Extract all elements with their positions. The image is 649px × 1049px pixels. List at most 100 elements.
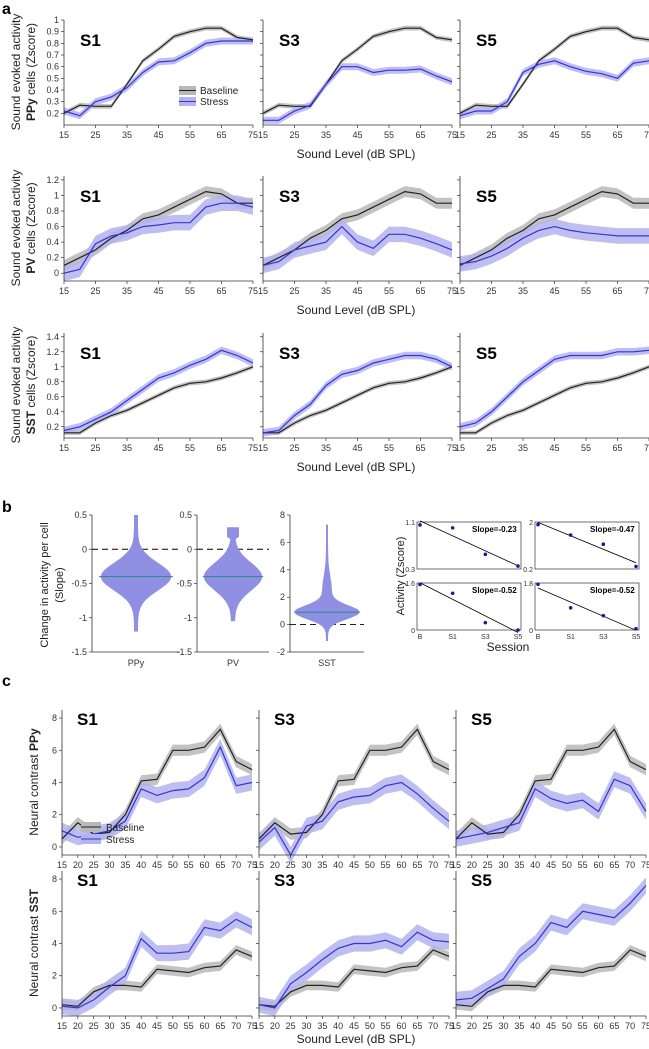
a-ppy-S1-plot: 15 25 35 45 55 65 75 0.20.3 0.4 0.50.6 0.7 0.80.9 1 S… [46,15,258,140]
mini-x-tick: B [418,634,423,641]
x-tick-label: 70 [625,1021,635,1031]
x-tick-label: 45 [153,286,163,296]
baseline-band [259,723,449,845]
y-tick-label: 6 [280,537,285,547]
x-tick-label: 15 [254,1021,264,1031]
y-tick-label: 0 [82,544,87,554]
baseline-line [61,949,253,1007]
x-tick-label: 65 [415,130,425,140]
y-tick-label: -0.5 [71,579,87,589]
x-tick-label: 70 [625,860,635,870]
a-ppy-S5-plot: 15 25 35 45 55 65 75 S5 [455,19,649,140]
y-tick-label: -1 [184,613,192,623]
x-tick-label: 65 [612,443,622,453]
x-tick-label: 45 [153,443,163,453]
x-tick-label: 20 [467,1021,477,1031]
x-tick-label: 75 [644,286,649,296]
violin-PV: -1.5 -1 -0.5 0 0.5 PV [176,510,269,668]
x-tick-label: 50 [168,1021,178,1031]
x-tick-label: 40 [333,1021,343,1031]
x-tick-label: 65 [609,860,619,870]
x-tick-label: 20 [270,1021,280,1031]
session-title: S5 [471,871,492,890]
data-point [483,552,488,557]
y-tick-label: 0 [187,544,192,554]
x-tick-label: 25 [89,1021,99,1031]
data-point [450,591,455,596]
x-tick-label: 35 [518,286,528,296]
y-label-bold: PPy [27,728,41,751]
x-tick-label: 15 [451,1021,461,1031]
mini-x-tick: S5 [632,634,641,641]
x-tick-label: 45 [352,130,362,140]
x-tick-label: 55 [185,443,195,453]
session-title: S1 [77,710,98,729]
x-tick-label: 75 [248,286,258,296]
x-tick-label: 35 [514,1021,524,1031]
baseline-band [456,723,646,845]
y-tick-label: -2 [277,647,285,657]
y-tick-label: 1 [54,362,59,372]
x-tick-label: 60 [593,860,603,870]
stress-band [460,346,649,431]
y-label-rest: Neural contrast [27,751,41,836]
baseline-line [460,366,649,434]
session-title: S5 [476,187,497,206]
baseline-line [63,27,254,114]
x-tick-label: 65 [215,860,225,870]
data-point [536,582,540,587]
baseline-band [456,945,646,1012]
y-tick-label: 0.2 [46,422,59,432]
x-tick-label: 35 [321,443,331,453]
c-sst-S5-plot: 15 20 25 30 35 40 45 50 55 60 65 70 75 S5 [451,871,649,1031]
x-tick-label: 35 [518,130,528,140]
x-tick-label: 45 [546,1021,556,1031]
mini-x-tick: S3 [481,634,490,641]
y-tick-label: 0.6 [46,62,59,72]
baseline-line [258,728,450,840]
y-tick-label: 0.4 [46,237,59,247]
x-tick-label: 45 [549,443,559,453]
x-tick-label: 75 [641,1021,649,1031]
baseline-line [455,728,647,840]
baseline-line [63,190,253,266]
stress-band [259,774,449,864]
x-tick-label: 55 [184,860,194,870]
mini-y-tick: 0 [411,628,415,635]
x-tick-label: 75 [641,860,649,870]
x-tick-label: 65 [412,860,422,870]
violin-group-label: PPy [128,658,145,668]
y-tick-label: 0.8 [46,206,59,216]
x-tick-label: 60 [396,1021,406,1031]
x-tick-label: 25 [90,130,100,140]
y-tick-label: 0 [52,1003,57,1013]
y-tick-label: 0.4 [46,407,59,417]
x-tick-label: 55 [384,443,394,453]
x-tick-label: 60 [199,860,209,870]
stress-band [64,195,253,281]
x-tick-label: 35 [120,860,130,870]
x-tick-label: 55 [581,443,591,453]
x-tick-label: 55 [578,860,588,870]
violin-body [203,527,263,622]
y-tick-label: 2 [280,592,285,602]
a-sst-S3-plot: 15 25 35 45 55 65 75 S3 [258,333,457,453]
y-tick-label: 1 [54,15,59,25]
a-ppy-S3-plot: 15 25 35 45 55 65 75 S3 [258,19,457,140]
x-tick-label: 55 [184,1021,194,1031]
stress-band [263,218,452,274]
mini-x-tick: S5 [514,634,523,641]
data-point [418,582,422,587]
x-tick-label: 40 [530,1021,540,1031]
y-tick-label: 0.9 [46,27,59,37]
fit-line [537,587,637,631]
data-point [536,522,540,527]
x-tick-label: 65 [612,286,622,296]
session-title: S5 [471,710,492,729]
stress-band [456,877,646,1008]
data-point [634,564,638,569]
stress-band [64,37,253,120]
x-tick-label: 25 [483,1021,493,1031]
